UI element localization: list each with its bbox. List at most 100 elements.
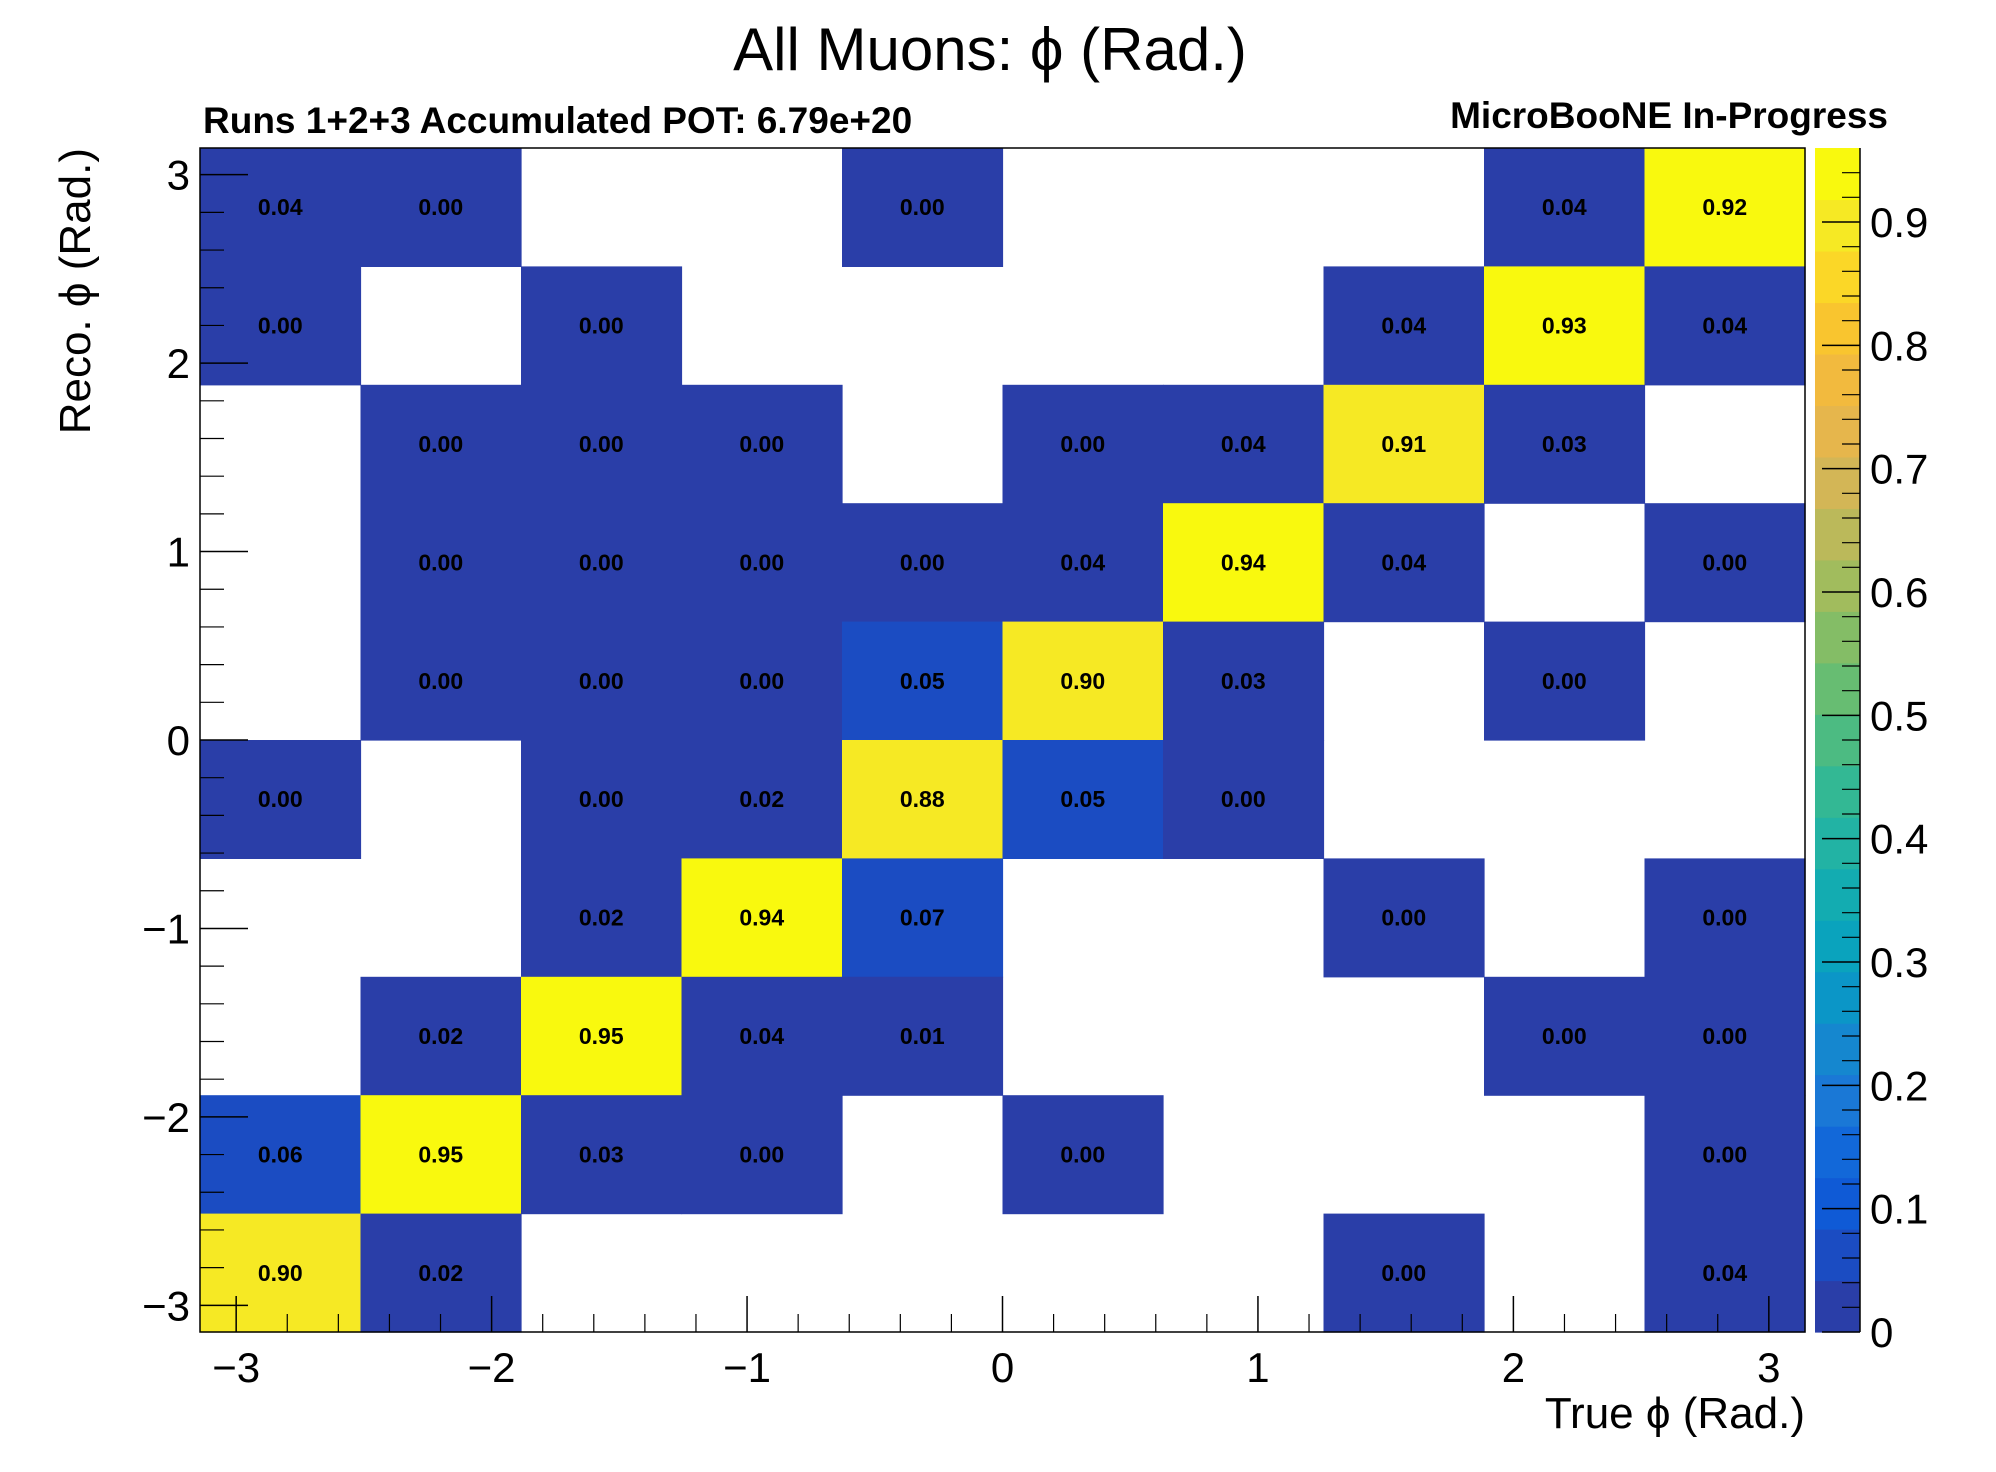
- x-axis: −3 −2 −1 0 1 2 3: [212, 1296, 1781, 1391]
- cell-value-label: 0.00: [1381, 905, 1426, 931]
- cell-value-label: 0.00: [1702, 549, 1747, 575]
- cell-value-label: 0.04: [1060, 549, 1105, 575]
- chart-title: All Muons: ϕ (Rad.): [733, 16, 1247, 83]
- heatmap-cell: [1002, 1095, 1164, 1215]
- cell-value-label: 0.00: [900, 194, 945, 220]
- cell-value-label: 0.04: [1542, 194, 1587, 220]
- cell-value-label: 0.00: [1221, 786, 1266, 812]
- palette-swatch: [1815, 662, 1860, 715]
- heatmap-cell: [1323, 858, 1485, 978]
- heatmap-cell: [1163, 740, 1325, 859]
- heatmap-cell: [681, 976, 843, 1096]
- heatmap-cell: [1644, 858, 1806, 978]
- color-scale: 0 0.1 0.2 0.3 0.4 0.5 0.6 0.7 0.8 0.9: [1815, 148, 1928, 1356]
- cell-value-label: 0.00: [739, 668, 784, 694]
- cell-value-label: 0.04: [739, 1023, 784, 1049]
- cell-value-label: 0.91: [1381, 431, 1426, 457]
- y-tick-label: 1: [167, 529, 190, 576]
- heatmap-cell: [681, 621, 843, 741]
- cell-value-label: 0.04: [1702, 1260, 1747, 1286]
- cell-value-label: 0.06: [258, 1141, 303, 1167]
- palette-tick-label: 0.7: [1870, 446, 1928, 493]
- cell-value-label: 0.93: [1542, 313, 1587, 339]
- y-axis: −3 −2 −1 0 1 2 3: [142, 152, 248, 1329]
- chart-subtitle-left: Runs 1+2+3 Accumulated POT: 6.79e+20: [203, 100, 912, 141]
- heatmap-cell: [1163, 503, 1325, 623]
- cell-value-label: 0.02: [739, 786, 784, 812]
- heatmap-cell: [1644, 148, 1806, 267]
- heatmap-cell: [681, 1095, 843, 1215]
- heatmap-cell: [1644, 503, 1806, 623]
- heatmap-cell: [200, 740, 362, 859]
- palette-swatch: [1815, 250, 1860, 304]
- cell-value-label: 0.95: [418, 1141, 463, 1167]
- cell-value-label: 0.92: [1702, 194, 1747, 220]
- heatmap-cell: [360, 503, 522, 623]
- palette-swatch: [1815, 559, 1860, 612]
- heatmap-cell: [521, 858, 683, 978]
- palette-tick-label: 0.8: [1870, 322, 1928, 369]
- palette-swatch: [1815, 817, 1860, 870]
- cell-value-label: 0.00: [739, 1141, 784, 1167]
- y-tick-label: 0: [167, 717, 190, 764]
- cell-value-label: 0.03: [1542, 431, 1587, 457]
- cell-value-label: 0.88: [900, 786, 945, 812]
- cell-value-label: 0.00: [1702, 905, 1747, 931]
- heatmap-cell: [1323, 503, 1485, 623]
- palette-swatch: [1815, 765, 1860, 818]
- palette-tick-label: 0.2: [1870, 1062, 1928, 1109]
- heatmap-cell: [200, 1095, 362, 1215]
- heatmap-cells: [200, 148, 1806, 1333]
- palette-tick-label: 0.9: [1870, 199, 1928, 246]
- palette-swatch: [1815, 920, 1860, 973]
- y-tick-label: 3: [167, 152, 190, 199]
- cell-value-label: 0.00: [1702, 1141, 1747, 1167]
- palette-swatch: [1815, 456, 1860, 509]
- palette-tick-label: 0.6: [1870, 569, 1928, 616]
- palette-swatch: [1815, 1074, 1860, 1127]
- heatmap-cell: [842, 740, 1004, 859]
- palette-swatch: [1815, 148, 1860, 201]
- heatmap-cell: [1484, 266, 1646, 386]
- palette-swatch: [1815, 611, 1860, 664]
- heatmap-cell: [681, 858, 843, 978]
- y-axis-label: Reco. ϕ (Rad.): [51, 148, 100, 434]
- palette-tick-label: 0: [1870, 1309, 1893, 1356]
- palette-swatch: [1815, 508, 1860, 561]
- cell-value-label: 0.02: [418, 1260, 463, 1286]
- heatmap-cell: [360, 148, 522, 267]
- cell-value-label: 0.02: [579, 905, 624, 931]
- heatmap-cell: [842, 148, 1004, 267]
- x-tick-label: −2: [468, 1344, 516, 1391]
- cell-value-label: 0.00: [418, 549, 463, 575]
- cell-value-label: 0.95: [579, 1023, 624, 1049]
- cell-value-label: 0.00: [1060, 431, 1105, 457]
- cell-value-label: 0.03: [1221, 668, 1266, 694]
- cell-labels: 0.04 0.00 0.00 0.04 0.92 0.00 0.00 0.04 0.93 0.04…: [258, 194, 1747, 1286]
- heatmap-cell: [521, 976, 683, 1096]
- heatmap-cell: [360, 1095, 522, 1215]
- cell-value-label: 0.07: [900, 905, 945, 931]
- heatmap-cell: [521, 384, 683, 504]
- heatmap-cell: [1002, 621, 1164, 741]
- y-tick-label: −1: [142, 905, 190, 952]
- cell-value-label: 0.04: [1702, 313, 1747, 339]
- x-axis-label: True ϕ (Rad.): [1545, 1389, 1805, 1438]
- heatmap-cell: [681, 740, 843, 859]
- y-tick-label: −2: [142, 1094, 190, 1141]
- heatmap-cell: [1484, 621, 1646, 741]
- palette-tick-label: 0.3: [1870, 939, 1928, 986]
- cell-value-label: 0.00: [258, 313, 303, 339]
- heatmap-cell: [681, 384, 843, 504]
- heatmap-cell: [1644, 976, 1806, 1096]
- palette-swatch: [1815, 353, 1860, 406]
- cell-value-label: 0.04: [1381, 313, 1426, 339]
- heatmap-cell: [521, 503, 683, 623]
- heatmap-cell: [360, 621, 522, 741]
- heatmap-cell: [1002, 503, 1164, 623]
- heatmap-cell: [1163, 384, 1325, 504]
- cell-value-label: 0.94: [739, 905, 784, 931]
- heatmap-cell: [521, 740, 683, 859]
- cell-value-label: 0.00: [900, 549, 945, 575]
